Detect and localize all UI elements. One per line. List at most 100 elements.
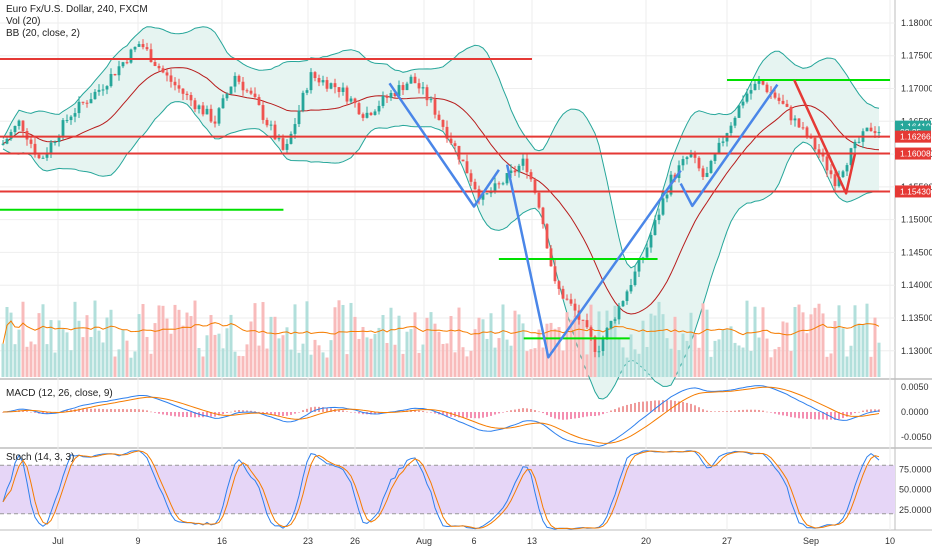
macd-histogram-bar bbox=[346, 411, 348, 412]
macd-histogram-bar bbox=[662, 400, 664, 412]
macd-histogram-bar bbox=[206, 412, 208, 417]
macd-histogram-bar bbox=[434, 412, 436, 414]
volume-bar bbox=[513, 310, 517, 377]
volume-bar bbox=[161, 305, 165, 377]
volume-bar bbox=[613, 305, 617, 377]
candle-body bbox=[477, 189, 481, 200]
volume-bar bbox=[761, 307, 765, 377]
candle-body bbox=[157, 65, 161, 69]
volume-bar bbox=[777, 346, 781, 377]
macd-histogram-bar bbox=[458, 412, 460, 418]
candle-body bbox=[525, 158, 529, 173]
macd-histogram-bar bbox=[78, 408, 80, 412]
volume-bar bbox=[565, 312, 569, 377]
volume-bar bbox=[669, 348, 673, 377]
candle-body bbox=[305, 90, 309, 93]
candle-body bbox=[417, 83, 421, 89]
volume-bar bbox=[77, 320, 81, 377]
macd-histogram-bar bbox=[678, 401, 680, 412]
volume-bar bbox=[357, 338, 361, 377]
bollinger-basis bbox=[2, 67, 880, 315]
candle-body bbox=[497, 183, 501, 185]
macd-histogram-bar bbox=[570, 412, 572, 420]
macd-histogram-bar bbox=[790, 412, 792, 418]
candle-body bbox=[245, 90, 249, 92]
macd-histogram-bar bbox=[482, 412, 484, 418]
volume-bar bbox=[297, 352, 301, 377]
volume-bar bbox=[265, 348, 269, 377]
macd-histogram-bar bbox=[830, 412, 832, 420]
volume-bar bbox=[409, 329, 413, 377]
macd-histogram-bar bbox=[486, 412, 488, 417]
macd-histogram-bar bbox=[46, 412, 48, 414]
macd-histogram-bar bbox=[798, 412, 800, 419]
macd-histogram-bar bbox=[490, 412, 492, 416]
stoch-tick-label: 25.0000 bbox=[899, 505, 932, 515]
volume-bar bbox=[385, 342, 389, 377]
price-tick-label: 1.13000 bbox=[901, 346, 932, 356]
candle-body bbox=[741, 101, 745, 106]
volume-bar bbox=[641, 320, 645, 377]
macd-histogram-bar bbox=[26, 411, 28, 412]
macd-histogram-bar bbox=[850, 412, 852, 415]
candle-body bbox=[789, 106, 793, 121]
candle-body bbox=[653, 220, 657, 236]
volume-bar bbox=[861, 324, 865, 377]
volume-bar bbox=[541, 347, 545, 377]
macd-histogram-bar bbox=[414, 410, 416, 412]
macd-histogram-bar bbox=[706, 410, 708, 412]
volume-bar bbox=[401, 353, 405, 377]
candle-body bbox=[325, 80, 329, 89]
macd-histogram-bar bbox=[106, 409, 108, 412]
volume-bar bbox=[797, 304, 801, 377]
macd-histogram-bar bbox=[178, 412, 180, 417]
macd-histogram-bar bbox=[618, 407, 620, 412]
candle-body bbox=[301, 92, 305, 111]
candle-body bbox=[513, 170, 517, 173]
candle-body bbox=[37, 154, 41, 159]
macd-histogram-bar bbox=[558, 412, 560, 420]
volume-bar bbox=[365, 337, 369, 377]
macd-histogram-bar bbox=[342, 410, 344, 412]
macd-histogram-bar bbox=[498, 412, 500, 414]
candle-body bbox=[465, 161, 469, 174]
time-tick-label: 13 bbox=[527, 536, 537, 546]
volume-bar bbox=[845, 356, 849, 377]
macd-histogram-bar bbox=[230, 411, 232, 413]
volume-bar bbox=[765, 338, 769, 377]
macd-histogram-bar bbox=[766, 411, 768, 413]
candle-body bbox=[141, 44, 145, 48]
volume-bar bbox=[609, 321, 613, 377]
candle-body bbox=[361, 114, 365, 118]
volume-bar bbox=[205, 335, 209, 377]
candle-body bbox=[437, 114, 441, 120]
volume-bar bbox=[749, 350, 753, 377]
volume-bar bbox=[665, 338, 669, 377]
candle-body bbox=[121, 62, 125, 67]
macd-histogram-bar bbox=[842, 412, 844, 419]
candle-body bbox=[733, 117, 737, 126]
volume-bars bbox=[1, 300, 881, 377]
macd-histogram-bar bbox=[854, 412, 856, 414]
macd-histogram-bar bbox=[174, 412, 176, 417]
macd-histogram-bar bbox=[722, 411, 724, 412]
volume-bar bbox=[373, 333, 377, 377]
candle-body bbox=[297, 110, 301, 125]
macd-histogram-bar bbox=[266, 412, 268, 414]
volume-bar bbox=[833, 321, 837, 377]
macd-histogram-bar bbox=[214, 412, 216, 417]
volume-bar bbox=[89, 336, 93, 377]
volume-bar bbox=[169, 333, 173, 377]
volume-bar bbox=[801, 312, 805, 377]
volume-bar bbox=[853, 305, 857, 377]
bollinger-upper bbox=[2, 26, 880, 269]
candle-body bbox=[873, 131, 877, 134]
macd-histogram-bar bbox=[222, 412, 224, 415]
macd-histogram-bar bbox=[858, 411, 860, 413]
volume-bar bbox=[577, 316, 581, 377]
candle-body bbox=[573, 303, 577, 311]
price-legend: Euro Fx/U.S. Dollar, 240, FXCM Vol (20) … bbox=[6, 4, 148, 40]
volume-bar bbox=[869, 356, 873, 377]
time-axis: Jul 9 16 23 26 Aug 6 13 20 27 Sep 10 bbox=[52, 536, 895, 546]
